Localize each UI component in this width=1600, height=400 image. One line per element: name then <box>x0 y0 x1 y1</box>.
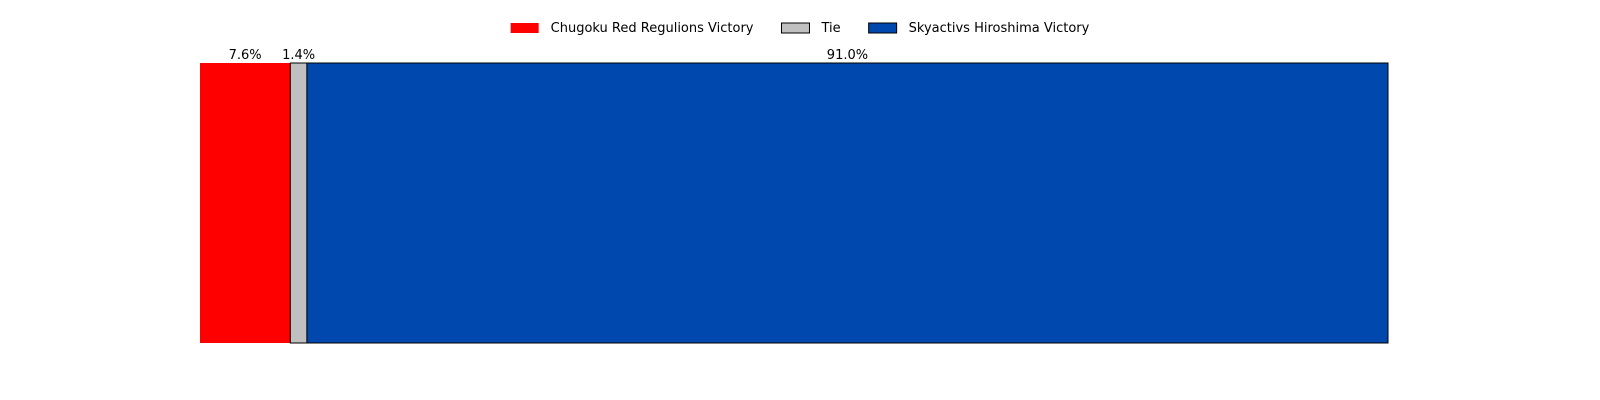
percentage-labels: 7.6% 1.4% 91.0% <box>229 48 868 63</box>
legend-label-chugoku-red-regulions-victory: Chugoku Red Regulions Victory <box>551 21 754 36</box>
bar-segment-skyactivs-hiroshima-victory <box>306 62 1389 344</box>
bar-label-skyactivs-hiroshima-victory: 91.0% <box>827 48 868 63</box>
bar-segment-chugoku-red-regulions-victory <box>200 63 291 343</box>
bar-label-chugoku-red-regulions-victory: 7.6% <box>229 48 262 63</box>
legend-label-skyactivs-hiroshima-victory: Skyactivs Hiroshima Victory <box>909 21 1090 36</box>
bar-segment-tie <box>289 62 308 344</box>
legend-label-tie: Tie <box>820 21 840 36</box>
legend-swatch-chugoku-red-regulions-victory <box>510 23 539 33</box>
bar-label-tie: 1.4% <box>282 48 315 63</box>
legend: Chugoku Red Regulions Victory Tie Skyactiv… <box>510 21 1090 36</box>
legend-swatch-tie <box>780 22 810 34</box>
legend-swatch-skyactivs-hiroshima-victory <box>868 22 898 34</box>
bar-segments <box>200 62 1389 344</box>
